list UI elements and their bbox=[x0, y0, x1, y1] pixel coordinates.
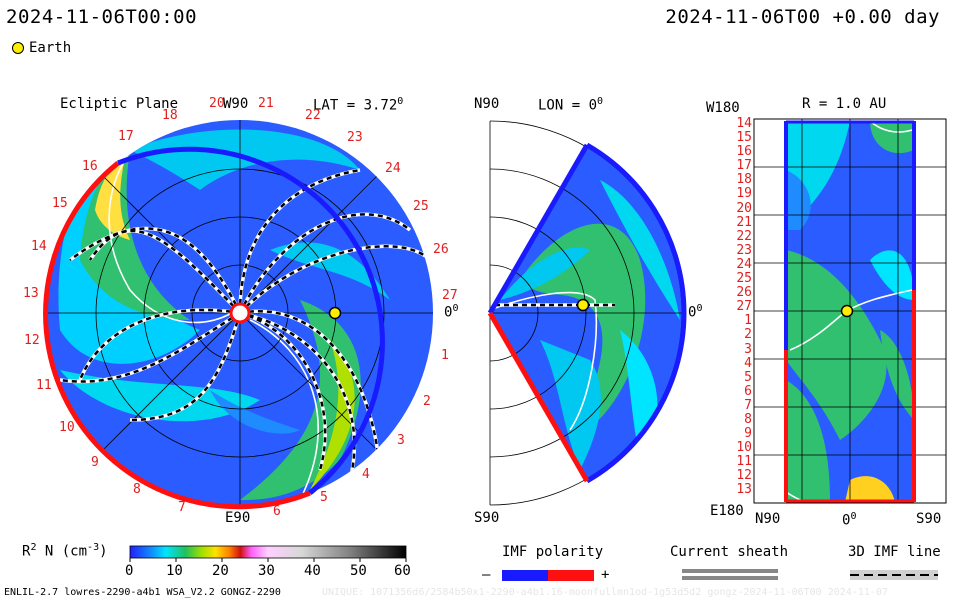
rim-number: 21 bbox=[258, 96, 274, 111]
rim-number: 14 bbox=[31, 239, 47, 254]
rim-number: 9 bbox=[91, 455, 99, 470]
rim-number: 4 bbox=[362, 467, 370, 482]
rim-number: 24 bbox=[385, 161, 401, 176]
rim-number: 10 bbox=[59, 420, 75, 435]
density-colorbar bbox=[129, 545, 407, 559]
meridional-top-label: N90 bbox=[474, 96, 500, 112]
rim-number: 7 bbox=[178, 500, 186, 515]
rim-number: 3 bbox=[397, 433, 405, 448]
rim-number: 23 bbox=[347, 130, 363, 145]
meridional-right-label: 00 bbox=[688, 303, 703, 321]
synoptic-number: 15 bbox=[736, 130, 752, 146]
meridional-lon-label: LON = 00 bbox=[538, 96, 604, 114]
synoptic-number: 24 bbox=[736, 256, 752, 272]
synoptic-number: 21 bbox=[736, 214, 752, 230]
synoptic-number: 27 bbox=[736, 299, 752, 315]
synoptic-number: 3 bbox=[744, 341, 752, 357]
synoptic-number: 4 bbox=[744, 355, 752, 371]
synoptic-number: 19 bbox=[736, 186, 752, 202]
colorbar-tick-0: 0 bbox=[125, 563, 134, 579]
rim-number: 20 bbox=[209, 96, 225, 111]
synoptic-bottom-s90: S90 bbox=[916, 511, 942, 527]
footer-model-info: ENLIL-2.7 lowres-2290-a4b1 WSA_V2.2 GONG… bbox=[4, 587, 281, 598]
ecliptic-plane-plot bbox=[43, 120, 433, 510]
synoptic-number: 17 bbox=[736, 158, 752, 174]
synoptic-title: R = 1.0 AU bbox=[802, 96, 887, 112]
synoptic-bottom-n90: N90 bbox=[755, 511, 781, 527]
left-timestamp: 2024-11-06T00:00 bbox=[6, 6, 198, 28]
rim-number: 15 bbox=[52, 196, 68, 211]
imf-minus-sign: – bbox=[482, 567, 491, 583]
ecliptic-right-label: 00 bbox=[444, 303, 459, 321]
ecliptic-title: Ecliptic Plane bbox=[60, 96, 179, 112]
ecliptic-bottom-label: E90 bbox=[225, 510, 251, 526]
synoptic-number: 6 bbox=[744, 383, 752, 399]
synoptic-number: 8 bbox=[744, 411, 752, 427]
rim-number: 17 bbox=[118, 129, 134, 144]
synoptic-top-left-label: W180 bbox=[706, 100, 740, 116]
synoptic-number: 25 bbox=[736, 271, 752, 287]
earth-marker-meridional bbox=[576, 298, 590, 312]
colorbar-tick-10: 10 bbox=[166, 563, 183, 579]
meridional-plane-plot bbox=[487, 120, 687, 506]
colorbar-tick-30: 30 bbox=[258, 563, 275, 579]
synoptic-number: 7 bbox=[744, 397, 752, 413]
synoptic-number: 10 bbox=[736, 440, 752, 456]
earth-marker-ecliptic bbox=[328, 306, 342, 320]
colorbar-tick-20: 20 bbox=[212, 563, 229, 579]
current-sheath-label: Current sheath bbox=[670, 544, 789, 560]
rim-number: 5 bbox=[320, 490, 328, 505]
imf-positive-swatch bbox=[548, 570, 594, 581]
synoptic-number: 2 bbox=[744, 327, 752, 343]
earth-legend: Earth bbox=[12, 40, 71, 56]
synoptic-number: 16 bbox=[736, 144, 752, 160]
synoptic-number: 12 bbox=[736, 468, 752, 484]
earth-marker-synoptic bbox=[840, 304, 854, 318]
synoptic-left-numbers: 14 15 16 17 18 19 20 21 22 23 24 25 26 2… bbox=[722, 116, 752, 498]
right-timestamp: 2024-11-06T00 +0.00 day bbox=[665, 6, 940, 28]
rim-number: 26 bbox=[433, 242, 449, 257]
rim-number: 13 bbox=[23, 286, 39, 301]
synoptic-number: 1 bbox=[744, 313, 752, 329]
earth-marker-icon bbox=[12, 42, 24, 54]
meridional-bottom-label: S90 bbox=[474, 510, 500, 526]
synoptic-number: 20 bbox=[736, 200, 752, 216]
colorbar-tick-50: 50 bbox=[350, 563, 367, 579]
synoptic-number: 22 bbox=[736, 228, 752, 244]
synoptic-number: 18 bbox=[736, 172, 752, 188]
synoptic-bottom-left-label: E180 bbox=[710, 503, 744, 519]
earth-legend-label: Earth bbox=[29, 40, 72, 56]
rim-number: 22 bbox=[305, 108, 321, 123]
imf-plus-sign: + bbox=[601, 567, 610, 583]
rim-number: 8 bbox=[133, 482, 141, 497]
rim-number: 1 bbox=[441, 348, 449, 363]
synoptic-number: 11 bbox=[736, 454, 752, 470]
colorbar-tick-40: 40 bbox=[304, 563, 321, 579]
rim-number: 16 bbox=[82, 159, 98, 174]
synoptic-number: 5 bbox=[744, 369, 752, 385]
rim-number: 12 bbox=[24, 333, 40, 348]
rim-number: 11 bbox=[36, 378, 52, 393]
ecliptic-lat-label: LAT = 3.720 bbox=[313, 96, 404, 114]
imf-line-label: 3D IMF line bbox=[848, 544, 941, 560]
synoptic-number: 14 bbox=[736, 116, 752, 131]
ecliptic-top-label: W90 bbox=[223, 96, 249, 112]
rim-number: 27 bbox=[442, 288, 458, 303]
synoptic-number: 13 bbox=[736, 482, 752, 498]
synoptic-number: 23 bbox=[736, 242, 752, 258]
synoptic-bottom-zero: 00 bbox=[842, 511, 857, 529]
synoptic-map-plot bbox=[753, 118, 947, 504]
rim-number: 18 bbox=[162, 108, 178, 123]
rim-number: 6 bbox=[273, 504, 281, 519]
imf-negative-swatch bbox=[502, 570, 548, 581]
footer-watermark: UNIQUE: 1071356d6/2584b50x1-2290-a4b1.16… bbox=[322, 587, 888, 598]
synoptic-number: 9 bbox=[744, 426, 752, 442]
colorbar-label: R2 N (cm-3) bbox=[22, 542, 108, 560]
rim-number: 25 bbox=[413, 199, 429, 214]
imf-polarity-label: IMF polarity bbox=[502, 544, 604, 560]
synoptic-number: 26 bbox=[736, 285, 752, 301]
rim-number: 2 bbox=[423, 394, 431, 409]
colorbar-tick-60: 60 bbox=[394, 563, 411, 579]
